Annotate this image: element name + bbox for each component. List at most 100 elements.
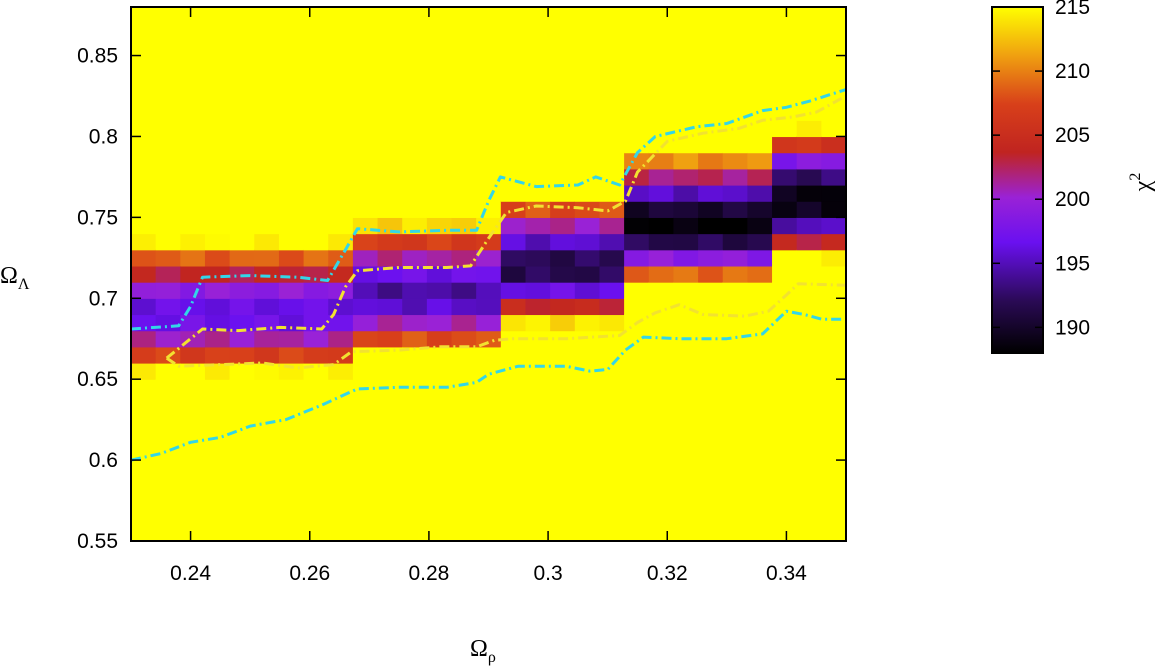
- heatmap-cell: [402, 363, 428, 380]
- heatmap-cell: [204, 23, 231, 40]
- heatmap-cell: [624, 476, 650, 494]
- heatmap-cell: [229, 282, 255, 299]
- heatmap-cell: [303, 39, 329, 57]
- heatmap-cell: [722, 282, 748, 299]
- heatmap-cell: [229, 443, 255, 461]
- heatmap-cell: [698, 71, 724, 89]
- heatmap-cell: [722, 39, 748, 57]
- heatmap-cell: [673, 427, 699, 445]
- heatmap-cell: [747, 217, 773, 235]
- heatmap-cell: [131, 185, 157, 202]
- heatmap-cell: [698, 460, 724, 477]
- heatmap-cell: [328, 168, 354, 186]
- heatmap-cell: [673, 104, 699, 121]
- heatmap-cell: [328, 395, 354, 413]
- heatmap-cell: [204, 120, 231, 138]
- heatmap-cell: [180, 476, 206, 494]
- heatmap-cell: [328, 201, 354, 218]
- heatmap-cell: [352, 460, 379, 477]
- heatmap-cell: [722, 71, 748, 89]
- heatmap-cell: [796, 71, 822, 89]
- heatmap-cell: [747, 330, 773, 348]
- heatmap-cell: [451, 201, 477, 218]
- heatmap-cell: [377, 249, 403, 267]
- heatmap-cell: [550, 185, 576, 202]
- heatmap-cell: [599, 508, 625, 526]
- x-tick-label: 0.28: [408, 562, 449, 585]
- heatmap-cell: [500, 152, 527, 170]
- heatmap-cell: [278, 282, 305, 299]
- heatmap-cell: [426, 443, 453, 461]
- heatmap-cell: [278, 233, 305, 251]
- heatmap-cell: [303, 443, 329, 461]
- heatmap-cell: [772, 265, 798, 283]
- heatmap-cell: [747, 427, 773, 445]
- heatmap-cell: [328, 298, 354, 316]
- heatmap-cell: [747, 508, 773, 526]
- heatmap-cell: [698, 314, 724, 332]
- heatmap-cell: [821, 443, 846, 461]
- heatmap-cell: [451, 379, 477, 396]
- heatmap-cell: [352, 201, 379, 218]
- heatmap-cell: [772, 23, 798, 40]
- heatmap-cell: [303, 411, 329, 429]
- heatmap-cell: [500, 427, 527, 445]
- heatmap-cell: [377, 87, 403, 105]
- heatmap-cell: [821, 233, 846, 251]
- heatmap-cell: [451, 411, 477, 429]
- heatmap-cell: [500, 395, 527, 413]
- heatmap-cell: [229, 152, 255, 170]
- heatmap-cell: [624, 39, 650, 57]
- heatmap-cell: [377, 363, 403, 380]
- heatmap-cell: [278, 104, 305, 121]
- heatmap-cell: [550, 23, 576, 40]
- heatmap-cell: [722, 120, 748, 138]
- heatmap-cell: [821, 185, 846, 202]
- heatmap-cell: [254, 460, 280, 477]
- heatmap-cell: [500, 298, 527, 316]
- heatmap-cell: [204, 168, 231, 186]
- heatmap-cell: [278, 120, 305, 138]
- heatmap-cell: [500, 508, 527, 526]
- heatmap-cell: [476, 508, 502, 526]
- y-tick-label: 0.6: [89, 449, 118, 472]
- heatmap-cell: [180, 460, 206, 477]
- heatmap-cell: [673, 314, 699, 332]
- heatmap-cell: [525, 23, 551, 40]
- heatmap-cell: [574, 298, 601, 316]
- heatmap-cell: [722, 185, 748, 202]
- heatmap-cell: [278, 136, 305, 154]
- heatmap-cell: [328, 411, 354, 429]
- heatmap-cell: [476, 492, 502, 510]
- heatmap-cell: [599, 249, 625, 267]
- heatmap-cell: [698, 427, 724, 445]
- heatmap-cell: [426, 427, 453, 445]
- heatmap-cell: [796, 443, 822, 461]
- heatmap-cell: [648, 7, 675, 24]
- heatmap-cell: [180, 524, 206, 541]
- heatmap-cell: [377, 330, 403, 348]
- heatmap-cell: [402, 314, 428, 332]
- heatmap-cell: [451, 265, 477, 283]
- heatmap-cell: [254, 185, 280, 202]
- heatmap-cell: [673, 524, 699, 541]
- heatmap-cell: [574, 185, 601, 202]
- heatmap-cell: [599, 411, 625, 429]
- heatmap-cell: [476, 152, 502, 170]
- heatmap-cell: [352, 120, 379, 138]
- heatmap-cell: [648, 120, 675, 138]
- heatmap-cell: [155, 314, 181, 332]
- heatmap-cell: [550, 87, 576, 105]
- heatmap-cell: [796, 460, 822, 477]
- heatmap-cell: [673, 152, 699, 170]
- heatmap-cell: [254, 233, 280, 251]
- heatmap-cell: [426, 71, 453, 89]
- heatmap-cell: [525, 136, 551, 154]
- heatmap-cell: [574, 233, 601, 251]
- heatmap-cell: [352, 55, 379, 73]
- heatmap-cell: [673, 233, 699, 251]
- heatmap-cell: [204, 492, 231, 510]
- heatmap-cell: [131, 346, 157, 364]
- heatmap-cell: [131, 152, 157, 170]
- heatmap-cell: [229, 379, 255, 396]
